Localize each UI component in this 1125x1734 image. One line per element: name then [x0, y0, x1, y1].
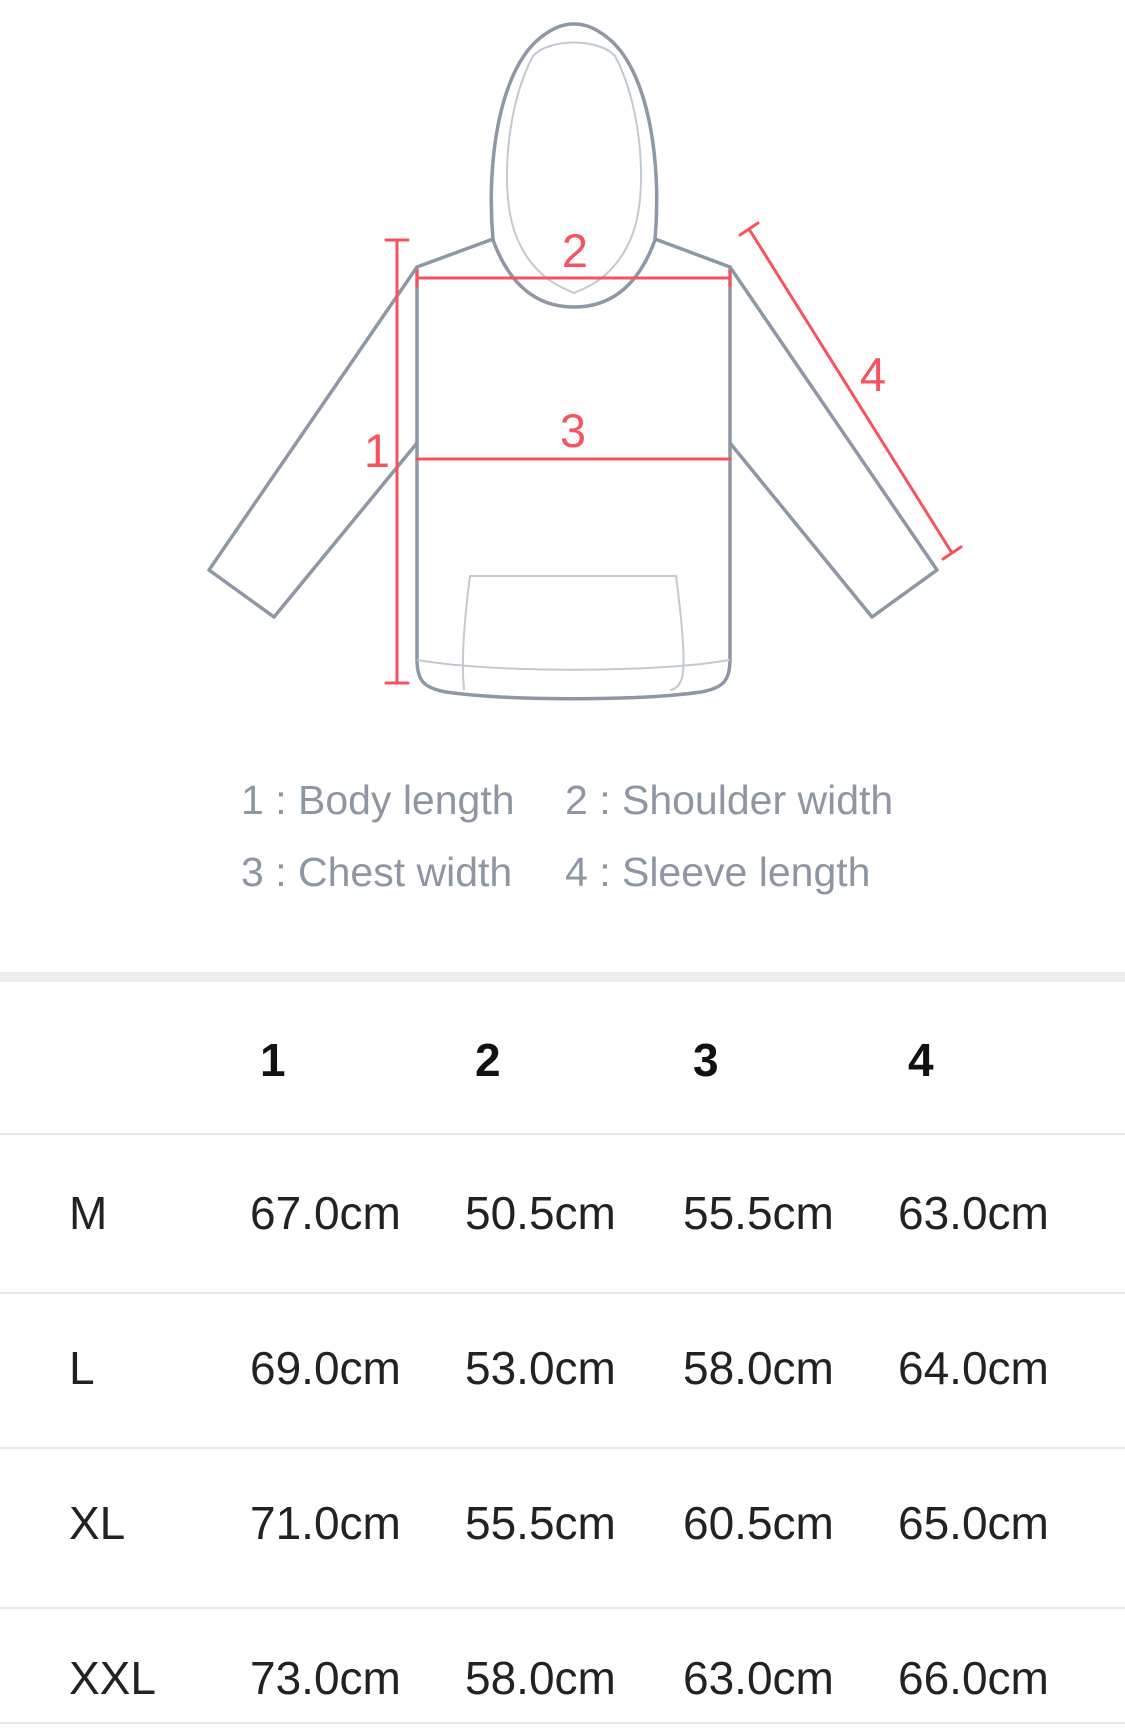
hood-outline [489, 22, 659, 242]
left-sleeve-outline [207, 265, 419, 619]
pocket-right [670, 575, 685, 691]
measurement-label-2: 2 [562, 224, 588, 277]
right-sleeve-outline [728, 265, 939, 619]
legend-item-chest-width: 3 : Chest width [241, 849, 513, 895]
measurement-label-3: 3 [560, 404, 586, 457]
cell-value: 53.0cm [465, 1342, 616, 1394]
hood-opening-right [573, 55, 643, 294]
measurement-line-2 [415, 269, 732, 288]
size-label: XXL [69, 1652, 156, 1704]
table-row-m: M 67.0cm 50.5cm 55.5cm 63.0cm [0, 1188, 1125, 1238]
cell-value: 66.0cm [898, 1652, 1049, 1704]
legend-item-sleeve-length: 4 : Sleeve length [565, 849, 871, 895]
table-row-xl: XL 71.0cm 55.5cm 60.5cm 65.0cm [0, 1498, 1125, 1548]
header-col-1: 1 [260, 1034, 286, 1086]
cell-value: 58.0cm [683, 1342, 834, 1394]
cell-value: 50.5cm [465, 1187, 616, 1239]
measurement-line-1 [384, 238, 410, 685]
left-shoulder-line [415, 237, 495, 269]
pocket-left [461, 575, 471, 690]
header-col-3: 3 [693, 1034, 719, 1086]
cell-value: 55.5cm [683, 1187, 834, 1239]
cell-value: 63.0cm [683, 1652, 834, 1704]
header-col-2: 2 [475, 1034, 501, 1086]
cell-value: 64.0cm [898, 1342, 1049, 1394]
row-divider [0, 1607, 1125, 1609]
table-row-xxl: XXL 73.0cm 58.0cm 63.0cm 66.0cm [0, 1653, 1125, 1703]
cell-value: 60.5cm [683, 1497, 834, 1549]
size-label: L [69, 1342, 95, 1394]
measurement-lines: 1 2 3 4 [364, 221, 963, 685]
hoodie-diagram: 1 2 3 4 [207, 22, 963, 701]
cell-value: 63.0cm [898, 1187, 1049, 1239]
cell-value: 65.0cm [898, 1497, 1049, 1549]
hoodie-outline [207, 22, 939, 701]
cell-value: 69.0cm [250, 1342, 401, 1394]
legend-item-body-length: 1 : Body length [241, 777, 515, 823]
cell-value: 73.0cm [250, 1652, 401, 1704]
row-divider [0, 1133, 1125, 1135]
size-label: XL [69, 1497, 126, 1549]
cell-value: 58.0cm [465, 1652, 616, 1704]
row-divider [0, 1722, 1125, 1724]
row-divider [0, 1292, 1125, 1294]
measurement-line-4 [738, 221, 963, 561]
header-col-4: 4 [908, 1034, 934, 1086]
hood-opening-left [505, 55, 575, 294]
size-table-header-row: 1 2 3 4 [0, 1035, 1125, 1085]
measurement-label-1: 1 [364, 424, 390, 477]
right-shoulder-line [653, 237, 732, 269]
cell-value: 55.5cm [465, 1497, 616, 1549]
legend-item-shoulder-width: 2 : Shoulder width [565, 777, 894, 823]
body-outline [415, 265, 732, 701]
section-divider [0, 972, 1125, 982]
table-row-l: L 69.0cm 53.0cm 58.0cm 64.0cm [0, 1343, 1125, 1393]
cell-value: 71.0cm [250, 1497, 401, 1549]
cell-value: 67.0cm [250, 1187, 401, 1239]
row-divider [0, 1447, 1125, 1449]
hem-line [417, 659, 730, 671]
size-label: M [69, 1187, 108, 1239]
measurement-label-4: 4 [860, 348, 886, 401]
hood-opening-top [532, 41, 616, 57]
hoodie-details [417, 41, 730, 691]
